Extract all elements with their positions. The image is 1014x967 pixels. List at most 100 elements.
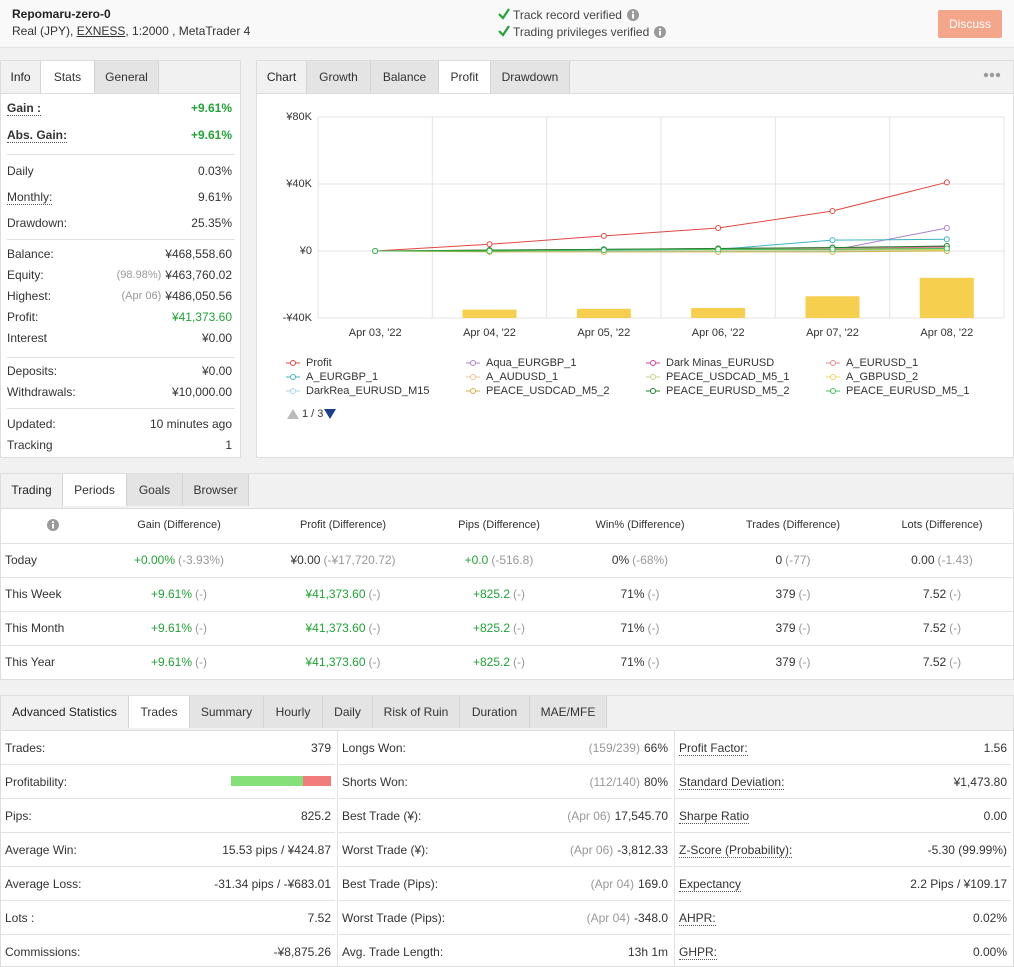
adv-label: Avg. Trade Length: [342,945,444,959]
cell-value: +9.61% [150,655,193,669]
info-dot [52,521,54,524]
stat-value: ¥41,373.60 [171,310,232,324]
tab[interactable]: Duration [460,696,530,728]
legend-label: PEACE_USDCAD_M5_2 [486,385,610,397]
tab[interactable]: Risk of Ruin [373,696,460,728]
adv-value: -¥8,875.26 [273,945,331,959]
profit-chart: -¥40K ¥0 ¥40K ¥80K Apr 03, '22 Apr 04, '22 Apr… [283,111,1005,420]
tab: Info [1,61,41,93]
y-tick-label: -¥40K [283,312,313,324]
stat-label: Interest [7,331,48,345]
separator [1,832,335,833]
y-tick-label: ¥40K [285,178,312,190]
adv-label: AHPR: [679,911,716,926]
check [498,8,510,20]
x-tick-label: Apr 07, '22 [806,327,859,339]
legend-marker [290,360,296,366]
col-divider [674,731,675,967]
tab[interactable]: Growth [307,61,371,93]
bar [576,308,631,318]
stat-label: Withdrawals: [7,385,76,399]
stat-value: +9.61% [190,101,232,115]
stat-value: ¥0.00 [201,331,232,345]
period-cell: 379 (-) [775,587,810,601]
adv-note: (112/140) [589,775,640,789]
verified-label: Trading privileges verified [513,25,650,39]
cell-diff: (-) [949,655,962,669]
chart-panel: Chart Growth Balance Profit Drawdown -¥40K ¥0 ¥… [256,60,1014,458]
cell-diff: (-) [195,621,208,635]
tab[interactable]: Goals [127,474,183,506]
legend-marker [650,360,656,366]
separator [675,934,1011,935]
cell-diff: (-) [647,587,660,601]
cell-value: +0.0 [464,553,489,567]
cell-diff: (-516.8) [491,553,534,567]
cell-diff: (-) [513,587,526,601]
period-cell: ¥41,373.60 (-) [305,655,380,669]
period-cell: 71% (-) [620,655,659,669]
legend-label: A_AUDUSD_1 [486,371,558,383]
adv-label: Average Win: [5,843,77,857]
separator [1,900,335,901]
tab[interactable]: Trades [129,696,190,728]
cell-diff: (-) [513,655,526,669]
period-cell: ¥41,373.60 (-) [305,621,380,635]
adv-note: (Apr 04) [590,877,634,891]
advanced-panel: Advanced Statistics Trades Summary Hourly Da… [0,695,1014,967]
bar [805,296,860,318]
tab[interactable]: MAE/MFE [530,696,607,728]
cell-value: 379 [775,655,796,669]
separator [1,798,335,799]
tab[interactable]: Stats [41,61,95,93]
series-line [375,245,947,252]
period-cell: +9.61% (-) [151,621,207,635]
cell-value: 0% [611,553,630,567]
tab[interactable]: Drawdown [491,61,570,93]
info-bar [52,524,54,529]
discuss-button[interactable]: Discuss [938,10,1002,38]
tab[interactable]: Hourly [264,696,323,728]
stat-label: Daily [7,164,34,178]
cell-value: +825.2 [472,655,511,669]
tab[interactable]: Daily [323,696,373,728]
tab[interactable]: Summary [190,696,264,728]
legend-label: Aqua_EURGBP_1 [486,357,577,369]
tab[interactable]: Balance [371,61,439,93]
cell-value: +9.61% [150,621,193,635]
separator [675,764,1011,765]
period-cell: 379 (-) [775,621,810,635]
period-cell: 379 (-) [775,655,810,669]
tab[interactable]: Browser [183,474,249,506]
point [715,225,722,232]
adv-label: Shorts Won: [342,775,408,789]
dot [989,72,995,78]
period-cell: 0 (-77) [775,553,810,567]
stat-label: Equity: [7,268,44,282]
cell-value: +9.61% [150,587,193,601]
broker-link[interactable]: EXNESS [76,24,126,38]
cell-diff: (-) [368,655,381,669]
check-icon [498,8,510,20]
adv-value: -348.0 [633,911,668,925]
stat-value: ¥463,760.02 [165,268,232,282]
tab[interactable]: Profit [439,61,491,93]
adv-value: 17,545.70 [614,809,668,823]
tab[interactable]: General [95,61,159,93]
more-menu[interactable] [983,71,1003,79]
adv-label: Worst Trade (¥): [342,843,429,857]
legend-label: PEACE_USDCAD_M5_1 [666,371,790,383]
separator [7,357,235,358]
cell-diff: (-) [368,587,381,601]
separator [338,832,672,833]
legend-label: Profit [306,357,332,369]
cell-diff: (-) [513,621,526,635]
header: Repomaru-zero-0 Real (JPY), EXNESS, 1:200… [0,0,1014,48]
period-cell: 7.52 (-) [923,587,961,601]
adv-label: GHPR: [679,945,718,960]
x-tick-label: Apr 03, '22 [349,327,402,339]
tab[interactable]: Periods [63,474,127,506]
separator [1,543,1013,544]
legend-label: Dark Minas_EURUSD [666,357,774,369]
stat-value: ¥10,000.00 [171,385,232,399]
